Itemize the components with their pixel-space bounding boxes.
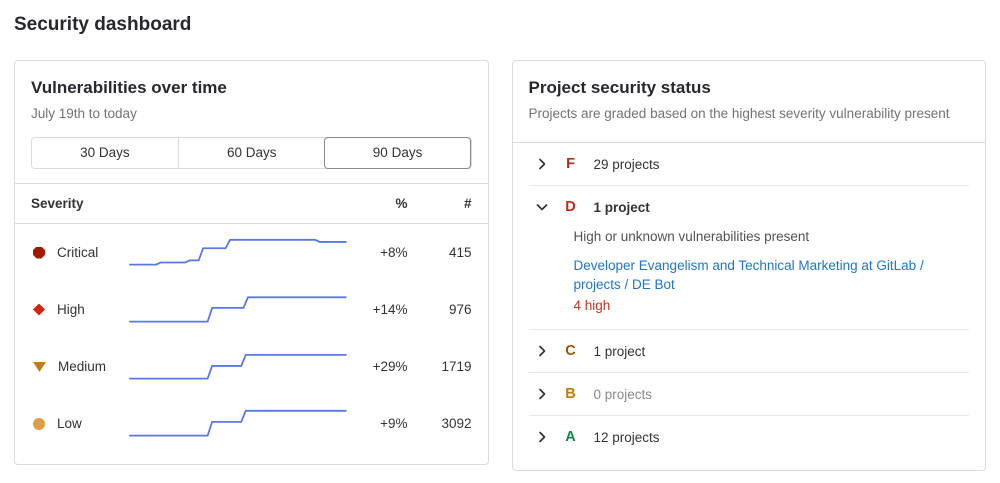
grade-row-f[interactable]: F 29 projects <box>529 143 970 185</box>
low-trend-sparkline <box>127 405 351 443</box>
table-row-medium: Medium +29% 1719 <box>31 338 472 395</box>
project-security-status-panel: Project security status Projects are gra… <box>511 60 986 471</box>
security-dashboard-page: Security dashboard Vulnerabilities over … <box>14 14 986 471</box>
chevron-right-icon[interactable] <box>534 429 550 445</box>
count-value: 976 <box>448 302 472 317</box>
count-column-header: # <box>463 196 472 211</box>
grade-letter-c: C <box>565 343 576 359</box>
percent-change-value: +9% <box>380 416 408 431</box>
table-row-high: High +14% 976 <box>31 281 472 338</box>
grade-row-b[interactable]: B 0 projects <box>529 373 970 415</box>
chevron-right-icon[interactable] <box>534 386 550 402</box>
vulns-panel-title: Vulnerabilities over time <box>31 78 227 97</box>
percent-change-value: +8% <box>380 245 408 260</box>
table-row-low: Low +9% 3092 <box>31 395 472 452</box>
high-trend-sparkline <box>127 291 351 329</box>
range-button-30-days[interactable]: 30 Days <box>32 138 178 168</box>
count-value: 3092 <box>441 416 472 431</box>
count-value: 1719 <box>441 359 472 374</box>
divider <box>528 329 969 330</box>
count-value: 415 <box>448 245 472 260</box>
divider <box>15 223 488 224</box>
chevron-down-icon[interactable] <box>534 199 550 215</box>
grade-letter-b: B <box>565 386 576 402</box>
vulnerabilities-over-time-panel: Vulnerabilities over time July 19th to t… <box>14 60 489 465</box>
percent-change-value: +29% <box>372 359 408 374</box>
severity-column-header: Severity <box>31 196 84 211</box>
grade-row-d[interactable]: D 1 project <box>529 186 970 228</box>
percent-column-header: % <box>395 196 408 211</box>
grade-row-c[interactable]: C 1 project <box>529 330 970 372</box>
severity-label: High <box>57 302 85 317</box>
grade-letter-d: D <box>565 199 576 215</box>
project-link[interactable]: Developer Evangelism and Technical Marke… <box>573 258 924 292</box>
grade-project-count: 12 projects <box>593 429 660 445</box>
grade-description: High or unknown vulnerabilities present <box>573 229 810 244</box>
severity-label: Low <box>57 416 82 431</box>
divider <box>528 372 969 373</box>
medium-trend-sparkline <box>127 348 351 386</box>
page-title: Security dashboard <box>14 14 192 35</box>
time-range-button-group: 30 Days 60 Days 90 Days <box>31 137 472 169</box>
vulnerability-summary: 4 high <box>573 298 611 313</box>
grade-project-count: 1 project <box>593 199 650 215</box>
percent-change-value: +14% <box>372 302 408 317</box>
severity-low-icon <box>33 417 45 430</box>
severity-high-icon <box>33 303 45 316</box>
grade-d-expanded-content: High or unknown vulnerabilities present … <box>529 228 970 329</box>
grade-project-count: 1 project <box>593 343 646 359</box>
vulns-date-range: July 19th to today <box>31 106 137 121</box>
severity-medium-icon <box>33 361 46 372</box>
divider <box>15 183 488 184</box>
grade-row-a[interactable]: A 12 projects <box>529 416 970 458</box>
grade-letter-f: F <box>566 156 575 172</box>
status-panel-title: Project security status <box>528 78 711 97</box>
severity-label: Critical <box>57 245 99 260</box>
severity-table-header: Severity % # <box>31 184 472 223</box>
status-panel-subtitle: Projects are graded based on the highest… <box>528 106 950 121</box>
range-button-90-days[interactable]: 90 Days <box>323 137 472 169</box>
severity-label: Medium <box>58 359 107 374</box>
range-button-60-days[interactable]: 60 Days <box>177 138 325 168</box>
grade-letter-a: A <box>565 429 576 445</box>
severity-critical-icon <box>33 246 45 259</box>
grade-project-count: 0 projects <box>593 386 653 402</box>
chevron-right-icon[interactable] <box>534 343 550 359</box>
grade-project-count: 29 projects <box>593 156 660 172</box>
divider <box>512 142 985 143</box>
divider <box>528 415 969 416</box>
chevron-right-icon[interactable] <box>534 156 550 172</box>
divider <box>528 185 969 186</box>
table-row-critical: Critical +8% 415 <box>31 224 472 281</box>
critical-trend-sparkline <box>127 234 351 272</box>
